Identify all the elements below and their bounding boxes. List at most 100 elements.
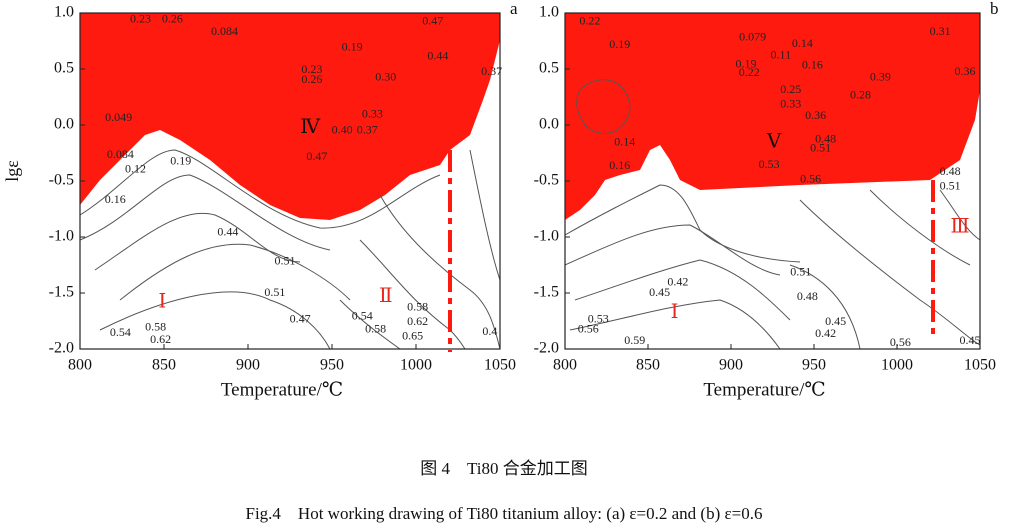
contour-label: 0.084 <box>107 147 134 161</box>
panel-letter: b <box>990 0 999 18</box>
contour-label: 0.16 <box>609 158 630 172</box>
contour-label: 0.11 <box>771 47 792 61</box>
contour-label: 0.23 <box>130 11 151 25</box>
contour-label: 0.14 <box>792 36 813 50</box>
contour-label: 0.19 <box>342 39 363 53</box>
contour-label: 0.16 <box>802 57 823 71</box>
contour-label: 0.48 <box>797 289 818 303</box>
x-axis-label: Temperature/℃ <box>703 379 825 400</box>
region-label: Ⅰ <box>671 301 679 323</box>
contour-label: 0.22 <box>579 14 600 28</box>
x-tick-label: 1050 <box>484 357 516 374</box>
contour-label: 0.47 <box>290 312 311 326</box>
contour-label: 0.51 <box>810 140 831 154</box>
x-tick-label: 950 <box>320 357 344 374</box>
y-tick-label: -1.0 <box>49 228 74 245</box>
x-tick-label: 950 <box>802 357 826 374</box>
contour-label: 0.33 <box>362 107 383 121</box>
contour-label: 0.30 <box>375 70 396 84</box>
contour-label: 0.51 <box>264 285 285 299</box>
caption-en: Fig.4 Hot working drawing of Ti80 titani… <box>246 504 763 523</box>
region-label: Ⅲ <box>950 216 969 238</box>
y-tick-label: -2.0 <box>49 340 74 357</box>
x-tick-label: 800 <box>68 357 92 374</box>
contour-label: 0.42 <box>667 275 688 289</box>
contour-label: 0.56 <box>578 322 599 336</box>
contour-label: 0.53 <box>588 312 609 326</box>
y-tick-label: -1.5 <box>49 284 74 301</box>
contour-label: 0.31 <box>930 24 951 38</box>
contour-label: 0.62 <box>150 332 171 346</box>
contour-label: 0.53 <box>759 157 780 171</box>
contour-label: 0.16 <box>105 192 126 206</box>
contour-lines <box>79 149 501 350</box>
x-tick-label: 850 <box>152 357 176 374</box>
x-tick-label: 1000 <box>881 357 913 374</box>
contour-label: 0.59 <box>624 333 645 347</box>
y-tick-label: -2.0 <box>534 340 559 357</box>
region-label: Ⅴ <box>766 131 782 153</box>
contour-label: 0.45 <box>825 314 846 328</box>
x-tick-label: 850 <box>636 357 660 374</box>
unstable-region <box>565 13 980 220</box>
unstable-region <box>80 13 500 220</box>
contour-label: 0.62 <box>407 314 428 328</box>
contour-label: 0.19 <box>609 37 630 51</box>
contour-label: 0.36 <box>805 108 826 122</box>
contour-label: 0.54 <box>110 325 131 339</box>
x-tick-label: 1050 <box>964 357 996 374</box>
contour-label: 0.23 <box>301 62 322 76</box>
x-tick-label: 900 <box>236 357 260 374</box>
y-tick-label: 0.5 <box>54 60 74 77</box>
contour-label: 0.40 <box>332 122 353 136</box>
contour-label: 0.58 <box>407 299 428 313</box>
contour-label: 0.56 <box>800 172 821 186</box>
contour-label: 0.4 <box>482 324 497 338</box>
contour-label: 0.084 <box>211 24 238 38</box>
contour-label: 0.39 <box>870 70 891 84</box>
contour-label: 0.14 <box>614 135 635 149</box>
panel-letter: a <box>510 0 518 18</box>
y-tick-label: -1.5 <box>534 284 559 301</box>
contour-label: 0.51 <box>274 253 295 267</box>
x-tick-label: 800 <box>553 357 577 374</box>
y-tick-label: 0.0 <box>539 116 559 133</box>
contour-label: 0.37 <box>481 64 502 78</box>
contour-label: 0.48 <box>815 131 836 145</box>
region-label: Ⅰ <box>158 291 166 313</box>
contour-label: 0.54 <box>352 308 373 322</box>
contour-label: 0.51 <box>790 265 811 279</box>
contour-label: 0.65 <box>402 328 423 342</box>
contour-lines <box>564 79 981 350</box>
contour-label: 0.049 <box>105 110 132 124</box>
y-axis-label: lgε <box>2 160 22 182</box>
contour-label: 0.28 <box>850 88 871 102</box>
y-tick-label: -0.5 <box>49 172 74 189</box>
contour-label: 0.079 <box>739 29 766 43</box>
x-tick-label: 1000 <box>400 357 432 374</box>
contour-label: 0.37 <box>357 122 378 136</box>
contour-label: 0.45 <box>960 333 981 347</box>
contour-label: 0.51 <box>940 178 961 192</box>
contour-label: 0.48 <box>940 164 961 178</box>
x-axis-label: Temperature/℃ <box>221 379 343 400</box>
contour-label: 0.36 <box>955 64 976 78</box>
contour-label: 0.19 <box>170 154 191 168</box>
y-tick-label: 0.5 <box>539 60 559 77</box>
contour-label: 0.56 <box>890 335 911 349</box>
region-label: Ⅳ <box>300 116 321 138</box>
contour-label: 0.47 <box>306 149 327 163</box>
contour-label: 0.26 <box>162 11 183 25</box>
y-tick-label: 1.0 <box>539 4 559 21</box>
caption-zh: 图 4 Ti80 合金加工图 <box>420 459 588 478</box>
contour-label: 0.42 <box>815 326 836 340</box>
y-tick-label: -1.0 <box>534 228 559 245</box>
contour-label: 0.58 <box>365 322 386 336</box>
contour-label: 0.25 <box>780 82 801 96</box>
contour-label: 0.26 <box>301 72 322 86</box>
y-tick-label: 1.0 <box>54 4 74 21</box>
contour-label: 0.44 <box>217 224 238 238</box>
contour-label: 0.22 <box>739 65 760 79</box>
